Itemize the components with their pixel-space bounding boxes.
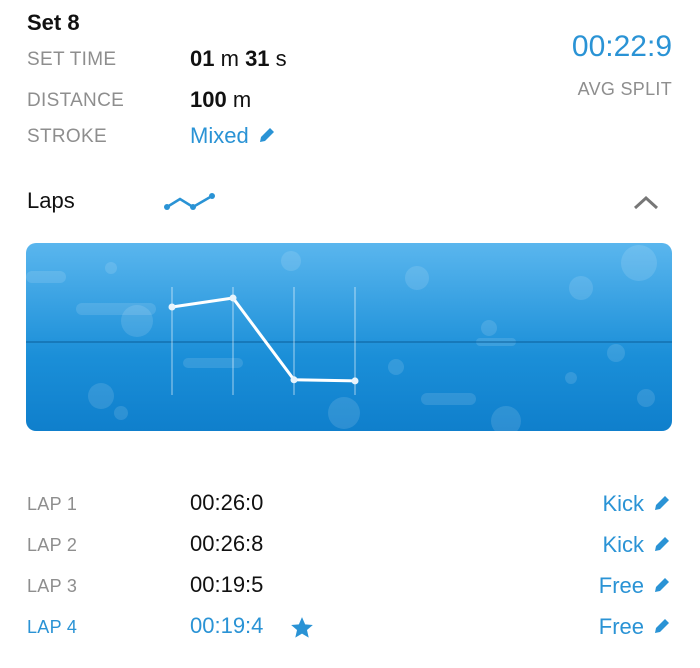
stroke-label: STROKE: [27, 126, 107, 147]
set-time-sec-unit: s: [275, 46, 287, 71]
chevron-up-icon[interactable]: [632, 193, 660, 211]
line-chart-icon[interactable]: [163, 188, 217, 212]
lap-stroke-edit-button[interactable]: Kick: [602, 532, 672, 558]
pencil-icon: [655, 537, 669, 551]
bubbles-decoration: [26, 245, 657, 431]
avg-split-value: 00:22:9: [571, 30, 672, 63]
lap-point[interactable]: [290, 376, 298, 384]
lap-stroke-edit-button[interactable]: Kick: [602, 491, 672, 517]
laps-title: Laps: [27, 188, 75, 213]
pencil-icon: [655, 578, 669, 592]
laps-chart-svg: [26, 245, 672, 431]
lap-stroke: Free: [598, 614, 644, 639]
lap-stroke-edit-button[interactable]: Free: [599, 573, 672, 599]
set-time-label: SET TIME: [27, 49, 117, 70]
lap-stroke-edit-button[interactable]: Free: [599, 614, 672, 640]
lap-label: LAP 2: [27, 535, 78, 555]
distance-unit: m: [232, 87, 252, 112]
lap-row[interactable]: LAP 4 00:19:4 Free: [0, 611, 700, 651]
set-title: Set 8: [27, 10, 80, 35]
star-icon: [291, 617, 313, 638]
set-time-value: 01 m 31 s: [190, 46, 287, 72]
lap-time: 00:26:0: [190, 490, 264, 515]
lap-row[interactable]: LAP 2 00:26:8 Kick: [0, 529, 700, 569]
lap-point[interactable]: [351, 377, 359, 385]
lap-stroke: Free: [598, 573, 644, 598]
lap-label: LAP 1: [27, 494, 78, 514]
stroke-value: Mixed: [190, 123, 249, 148]
distance-number: 100: [190, 87, 227, 112]
set-time-sec: 31: [245, 46, 270, 71]
pencil-icon: [655, 619, 669, 633]
lap-row[interactable]: LAP 3 00:19:5 Free: [0, 570, 700, 610]
lap-time-line: [171, 296, 356, 383]
lap-point[interactable]: [229, 294, 237, 302]
stroke-edit-button[interactable]: Mixed: [190, 123, 277, 149]
set-time-min-unit: m: [220, 46, 239, 71]
lap-label: LAP 4: [27, 617, 78, 637]
avg-split-label: AVG SPLIT: [577, 79, 672, 99]
pencil-icon: [655, 496, 669, 510]
lap-time: 00:19:5: [190, 572, 264, 597]
lap-stroke: Kick: [602, 491, 644, 516]
lap-row[interactable]: LAP 1 00:26:0 Kick: [0, 488, 700, 528]
lap-time: 00:19:4: [190, 613, 264, 638]
laps-chart: [26, 243, 672, 431]
lap-stroke: Kick: [602, 532, 644, 557]
lap-time: 00:26:8: [190, 531, 264, 556]
distance-value: 100 m: [190, 87, 251, 113]
set-time-min: 01: [190, 46, 215, 71]
lap-label: LAP 3: [27, 576, 78, 596]
distance-label: DISTANCE: [27, 90, 125, 111]
lap-point[interactable]: [168, 303, 176, 311]
pencil-icon: [259, 128, 274, 142]
